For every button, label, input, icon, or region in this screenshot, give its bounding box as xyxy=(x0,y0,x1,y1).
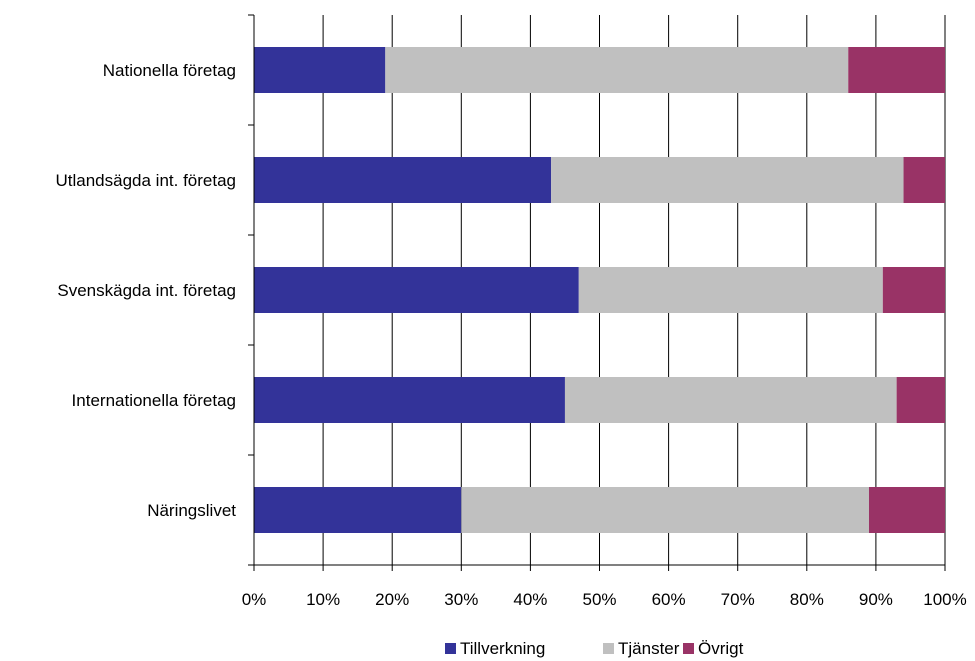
category-label: Nationella företag xyxy=(103,61,236,80)
legend: Tillverkning Tjänster Övrigt xyxy=(445,639,744,658)
legend-swatch-0 xyxy=(445,643,456,654)
legend-swatch-1 xyxy=(603,643,614,654)
bar-tj-nster-0 xyxy=(385,47,849,93)
bar-tj-nster-1 xyxy=(551,157,904,203)
legend-label-2: Övrigt xyxy=(698,639,744,658)
bar--vrigt-0 xyxy=(848,47,945,93)
category-label: Näringslivet xyxy=(147,501,236,520)
bar-tillverkning-0 xyxy=(254,47,386,93)
bar-tillverkning-4 xyxy=(254,487,462,533)
x-tick-label: 60% xyxy=(652,590,686,609)
bar-tillverkning-2 xyxy=(254,267,579,313)
category-labels: Nationella företag Utlandsägda int. föret… xyxy=(55,61,236,520)
bar-tj-nster-4 xyxy=(461,487,869,533)
bar-tj-nster-2 xyxy=(578,267,883,313)
bar--vrigt-3 xyxy=(896,377,945,423)
x-tick-label: 10% xyxy=(306,590,340,609)
bar--vrigt-1 xyxy=(903,157,945,203)
x-tick-label: 30% xyxy=(444,590,478,609)
x-tick-label: 100% xyxy=(923,590,966,609)
bar-tillverkning-1 xyxy=(254,157,552,203)
x-tick-label: 40% xyxy=(513,590,547,609)
legend-label-0: Tillverkning xyxy=(460,639,545,658)
x-tick-label: 50% xyxy=(582,590,616,609)
category-label: Internationella företag xyxy=(72,391,236,410)
bar--vrigt-4 xyxy=(868,487,945,533)
bar--vrigt-2 xyxy=(882,267,945,313)
bars xyxy=(254,47,945,533)
legend-swatch-2 xyxy=(683,643,694,654)
x-tick-labels: 0% 10% 20% 30% 40% 50% 60% 70% 80% 90% 100% xyxy=(242,590,967,609)
bar-tj-nster-3 xyxy=(564,377,897,423)
category-label: Svenskägda int. företag xyxy=(57,281,236,300)
x-tick-label: 0% xyxy=(242,590,267,609)
x-tick-label: 80% xyxy=(790,590,824,609)
legend-label-1: Tjänster xyxy=(618,639,680,658)
x-tick-label: 20% xyxy=(375,590,409,609)
x-tick-label: 90% xyxy=(859,590,893,609)
x-tick-label: 70% xyxy=(721,590,755,609)
category-label: Utlandsägda int. företag xyxy=(55,171,236,190)
bar-tillverkning-3 xyxy=(254,377,565,423)
axes xyxy=(248,14,946,571)
